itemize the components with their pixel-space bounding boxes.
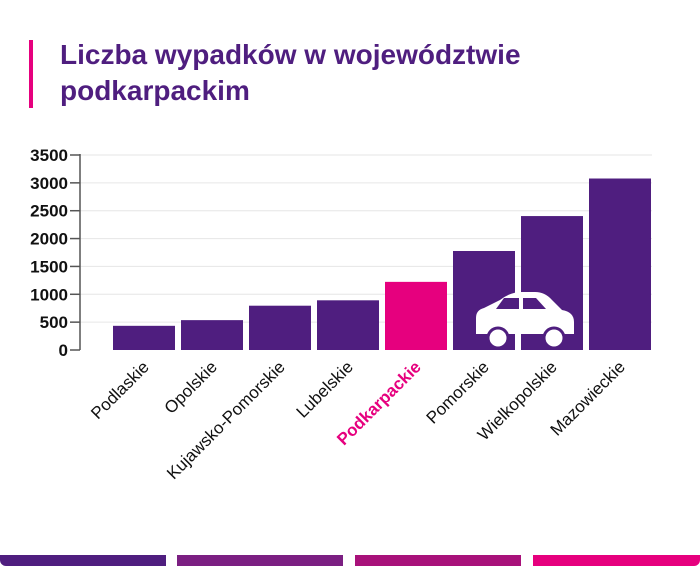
bar-podlaskie xyxy=(113,325,175,350)
x-tick-label: Podlaskie xyxy=(87,357,153,423)
x-tick-label: Lubelskie xyxy=(293,357,357,421)
x-tick-label: Pomorskie xyxy=(423,357,493,427)
y-tick-label: 3000 xyxy=(30,174,68,193)
chart-title: Liczba wypadków w województwie podkarpac… xyxy=(60,39,521,106)
y-tick-label: 3500 xyxy=(30,146,68,165)
bar-opolskie xyxy=(181,320,243,350)
x-tick-label: Kujawsko-Pomorskie xyxy=(163,357,289,483)
footer-stripe-4 xyxy=(533,555,700,566)
y-tick-label: 2000 xyxy=(30,230,68,249)
y-tick-label: 2500 xyxy=(30,202,68,221)
y-tick-label: 1500 xyxy=(30,257,68,276)
car-icon xyxy=(476,292,574,350)
y-tick-label: 1000 xyxy=(30,285,68,304)
footer-stripe-2 xyxy=(177,555,343,566)
bar-lubelskie xyxy=(317,300,379,350)
y-tick-label: 0 xyxy=(59,341,68,360)
x-tick-label: Opolskie xyxy=(161,357,221,417)
footer-stripe-1 xyxy=(0,555,166,566)
title-accent-bar xyxy=(29,40,33,108)
bar-mazowieckie xyxy=(589,178,651,350)
footer-stripe-3 xyxy=(355,555,521,566)
y-tick-label: 500 xyxy=(40,313,68,332)
bar-kujawsko-pomorskie xyxy=(249,305,311,350)
bar-podkarpackie xyxy=(385,281,447,350)
